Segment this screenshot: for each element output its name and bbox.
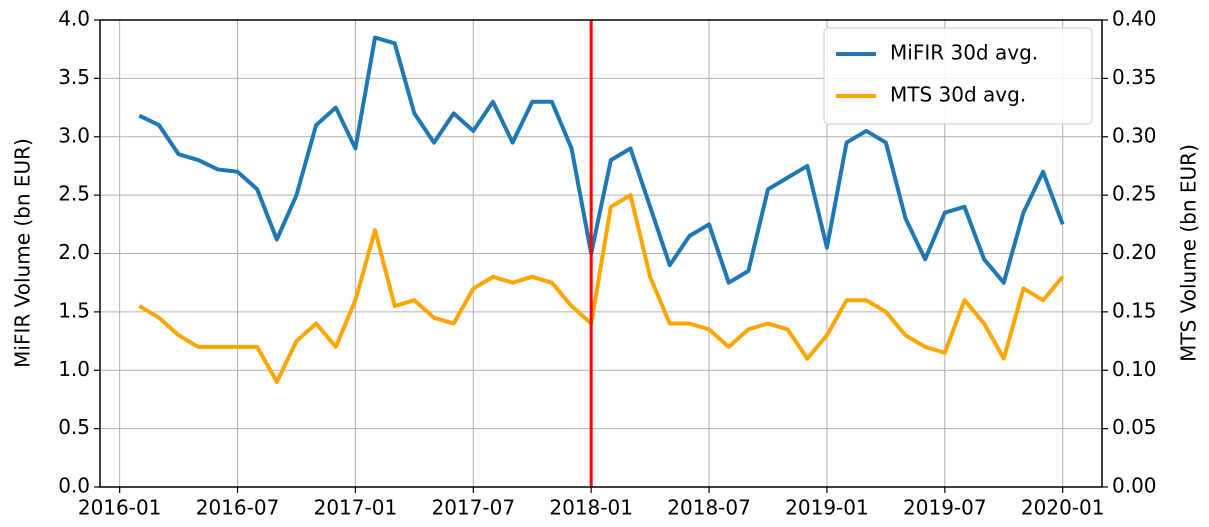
legend-box: [823, 27, 1093, 125]
y2-tick-label: 0.00: [1112, 474, 1157, 498]
y2-tick-label: 0.05: [1112, 415, 1157, 439]
y-tick-label: 0.0: [58, 474, 90, 498]
x-tick-label: 2016-07: [196, 496, 280, 520]
y-tick-label: 2.0: [58, 240, 90, 264]
x-tick-label: 2018-01: [549, 496, 633, 520]
x-tick-label: 2020-01: [1021, 496, 1105, 520]
y-tick-label: 3.0: [58, 123, 90, 147]
y2-tick-label: 0.25: [1112, 182, 1157, 206]
y2-tick-label: 0.15: [1112, 298, 1157, 322]
series-line: [138, 35, 1065, 285]
y-tick-label: 0.5: [58, 415, 90, 439]
y-axis-label: MiFIR Volume (bn EUR): [11, 138, 35, 368]
x-tick-label: 2018-07: [667, 496, 751, 520]
y2-tick-label: 0.30: [1112, 123, 1157, 147]
y-tick-label: 4.0: [58, 7, 90, 31]
plot-frame: [99, 19, 1103, 488]
y2-axis-label: MTS Volume (bn EUR): [1177, 144, 1201, 362]
y2-tick-label: 0.20: [1112, 240, 1157, 264]
y-tick-label: 1.0: [58, 357, 90, 381]
y2-tick-label: 0.35: [1112, 65, 1157, 89]
y-tick-label: 3.5: [58, 65, 90, 89]
x-tick-label: 2019-07: [903, 496, 987, 520]
x-tick-label: 2017-07: [432, 496, 516, 520]
y-tick-label: 1.5: [58, 298, 90, 322]
y2-tick-label: 0.10: [1112, 357, 1157, 381]
y-tick-label: 2.5: [58, 182, 90, 206]
y2-tick-label: 0.40: [1112, 7, 1157, 31]
series-line: [138, 193, 1065, 384]
legend-label: MTS 30d avg.: [890, 83, 1026, 107]
legend-label: MiFIR 30d avg.: [890, 41, 1038, 65]
x-tick-label: 2019-01: [785, 496, 869, 520]
x-tick-label: 2016-01: [78, 496, 162, 520]
x-tick-label: 2017-01: [314, 496, 398, 520]
